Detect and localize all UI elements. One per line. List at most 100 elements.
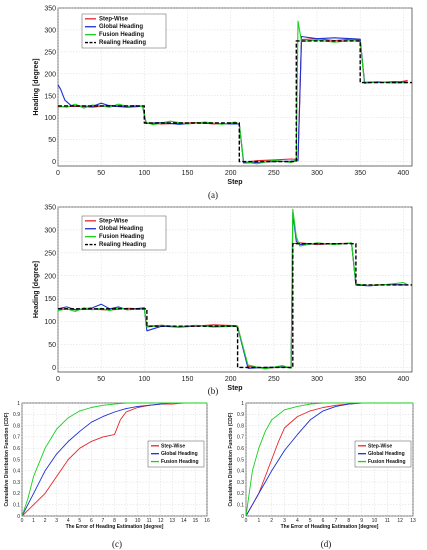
x-tick-label: 4 (67, 518, 70, 524)
y-tick-label: 0.9 (13, 412, 20, 418)
x-tick-label: 10 (135, 518, 141, 524)
x-tick-label: 100 (138, 376, 150, 383)
legend-label: Step-Wise (161, 443, 185, 449)
series-line-global-heading (57, 35, 408, 164)
y-tick-label: 0.3 (13, 480, 20, 486)
y-tick-label: 0.7 (237, 435, 244, 441)
y-tick-label: 150 (44, 93, 56, 100)
x-tick-label: 1 (32, 518, 35, 524)
x-tick-label: 300 (311, 170, 323, 177)
y-tick-label: 0 (52, 159, 56, 166)
y-tick-label: 350 (44, 6, 56, 13)
y-tick-label: 1 (17, 401, 20, 407)
x-tick-label: 9 (125, 518, 128, 524)
legend-label: Fusion Heading (161, 459, 199, 465)
y-axis-label: Cumulative Distribution Function (CDF) (228, 412, 234, 506)
legend-label: Global Heading (99, 226, 143, 232)
x-tick-label: 11 (385, 518, 390, 524)
y-tick-label: 50 (48, 137, 56, 144)
x-tick-label: 11 (147, 518, 152, 524)
x-tick-label: 6 (90, 518, 93, 524)
legend: Step-Wise Global Heading Fusion Heading (354, 440, 412, 468)
series-line-realing-heading (58, 40, 412, 163)
y-tick-label: 0.8 (13, 423, 20, 429)
y-tick-label: 350 (44, 205, 56, 212)
y-tick-label: 200 (44, 273, 56, 280)
x-tick-label: 2 (44, 518, 47, 524)
x-tick-label: 50 (97, 376, 105, 383)
legend: Step-Wise Global Heading Fusion Heading Rea… (81, 215, 167, 251)
x-tick-label: 350 (354, 376, 366, 383)
chart-panel-2: 0 50 100 150 200 250 300 350 400 0 50 100 150 200 250 3… (33, 205, 413, 396)
y-tick-label: 250 (44, 250, 56, 257)
y-tick-label: 0 (52, 365, 56, 372)
x-tick-label: 12 (158, 518, 164, 524)
y-tick-label: 0 (241, 514, 244, 520)
x-tick-label: 250 (268, 170, 280, 177)
panel-caption: (a) (208, 190, 218, 200)
x-tick-label: 6 (322, 518, 325, 524)
legend-label: Global Heading (368, 451, 405, 457)
y-tick-label: 300 (44, 27, 56, 34)
legend-label: Realing Heading (99, 40, 146, 46)
legend-label: Global Heading (99, 24, 143, 30)
y-tick-label: 0.5 (237, 457, 244, 463)
x-tick-label: 15 (193, 518, 199, 524)
x-tick-label: 8 (113, 518, 116, 524)
y-tick-label: 100 (44, 319, 56, 326)
x-axis-label: The Error of Heading Estimation [degree] (66, 524, 164, 530)
x-tick-label: 0 (56, 170, 60, 177)
y-tick-label: 0.2 (13, 491, 20, 497)
y-tick-label: 1 (241, 401, 244, 407)
x-tick-label: 50 (97, 170, 105, 177)
legend-label: Fusion Heading (368, 459, 406, 465)
x-tick-label: 200 (225, 376, 237, 383)
y-axis-label: Heading [degree] (33, 261, 40, 318)
x-tick-label: 14 (181, 518, 187, 524)
x-tick-label: 2 (270, 518, 273, 524)
x-tick-label: 300 (311, 376, 323, 383)
x-tick-label: 0 (21, 518, 24, 524)
chart-panel-4: 0 1 2 3 4 5 6 7 8 9 10 11 12 1300.10.20.30.40.50.60.7… (228, 401, 416, 549)
legend: Step-Wise Global Heading Fusion Heading Rea… (81, 13, 167, 49)
y-axis-label: Heading [degree] (33, 58, 40, 115)
y-tick-label: 250 (44, 49, 56, 56)
x-tick-label: 250 (268, 376, 280, 383)
y-tick-label: 0.5 (13, 457, 20, 463)
y-tick-label: 300 (44, 227, 56, 234)
y-tick-label: 100 (44, 115, 56, 122)
panel-caption: (b) (208, 386, 219, 396)
series-line-realing-heading (58, 242, 412, 369)
legend-label: Global Heading (161, 451, 198, 457)
y-tick-label: 0.2 (237, 491, 244, 497)
x-tick-label: 7 (102, 518, 105, 524)
y-tick-label: 200 (44, 71, 56, 78)
legend-label: Step-Wise (368, 443, 392, 449)
x-tick-label: 12 (397, 518, 403, 524)
y-tick-label: 150 (44, 296, 56, 303)
legend: Step-Wise Global Heading Fusion Heading (147, 440, 205, 468)
panel-caption: (c) (112, 539, 122, 549)
x-tick-label: 350 (354, 170, 366, 177)
x-tick-label: 0 (245, 518, 248, 524)
x-tick-label: 5 (309, 518, 312, 524)
legend-label: Step-Wise (99, 16, 129, 22)
x-tick-label: 9 (360, 518, 363, 524)
x-tick-label: 400 (398, 376, 410, 383)
x-axis-label: The Error of Heading Estimation [degree] (281, 524, 379, 530)
x-tick-label: 3 (55, 518, 58, 524)
y-axis-label: Cumulative Distribution Function (CDF) (4, 412, 10, 506)
x-tick-label: 10 (372, 518, 378, 524)
y-tick-label: 0.4 (237, 469, 244, 475)
x-axis-label: Step (227, 385, 242, 392)
chart-panel-3: 0 1 2 3 4 5 6 7 8 9 10 11 12 13 14 15 1600.10.20.30.40.5… (4, 401, 210, 549)
x-tick-label: 13 (410, 518, 416, 524)
x-tick-label: 200 (225, 170, 237, 177)
x-axis-label: Step (227, 179, 242, 186)
y-tick-label: 0.6 (237, 446, 244, 452)
x-tick-label: 3 (283, 518, 286, 524)
y-tick-label: 0.6 (13, 446, 20, 452)
x-tick-label: 150 (182, 170, 194, 177)
y-tick-label: 0.9 (237, 412, 244, 418)
